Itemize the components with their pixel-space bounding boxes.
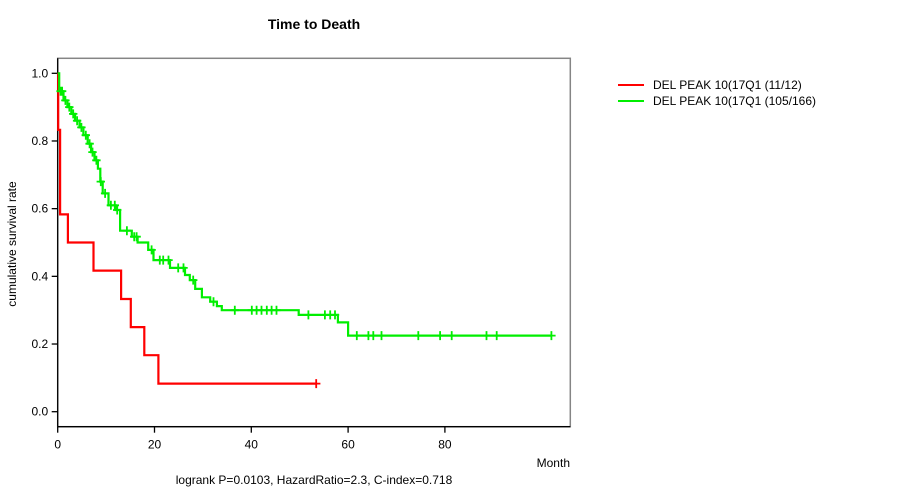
y-tick-label: 0.0 [32, 405, 49, 419]
y-tick-label: 0.2 [32, 337, 49, 351]
y-tick-label: 0.6 [32, 202, 49, 216]
y-tick-label: 0.8 [32, 134, 49, 148]
legend-item-red: DEL PEAK 10(17Q1 (11/12) [618, 77, 816, 92]
axes [57, 58, 571, 428]
x-tick-label: 60 [341, 438, 355, 452]
legend-line-red-icon [618, 83, 644, 86]
legend-item-green: DEL PEAK 10(17Q1 (105/166) [618, 93, 816, 108]
x-tick-label: 40 [245, 438, 259, 452]
x-tick-label: 0 [54, 438, 61, 452]
legend: DEL PEAK 10(17Q1 (11/12) DEL PEAK 10(17Q… [618, 77, 816, 108]
plot-frame [56, 57, 572, 428]
km-curve-green [57, 72, 552, 337]
stats-footer: logrank P=0.0103, HazardRatio=2.3, C-ind… [175, 473, 453, 487]
chart-title: Time to Death [267, 16, 361, 32]
censor-marks-red [312, 379, 321, 389]
x-axis-ticks: 0 20 40 60 80 [54, 426, 452, 452]
y-axis-ticks: 0.0 0.2 0.4 0.6 0.8 1.0 [32, 66, 58, 419]
censor-marks-green [56, 86, 556, 341]
y-axis-label: cumulative survival rate [5, 181, 19, 307]
legend-label-red: DEL PEAK 10(17Q1 (11/12) [653, 77, 802, 92]
y-tick-label: 0.4 [32, 269, 49, 283]
x-axis-label: Month [536, 456, 570, 470]
km-curve-red [57, 72, 317, 385]
x-tick-label: 80 [438, 438, 452, 452]
legend-line-green-icon [618, 99, 644, 102]
legend-label-green: DEL PEAK 10(17Q1 (105/166) [653, 93, 816, 108]
x-tick-label: 20 [148, 438, 162, 452]
y-tick-label: 1.0 [32, 66, 49, 80]
